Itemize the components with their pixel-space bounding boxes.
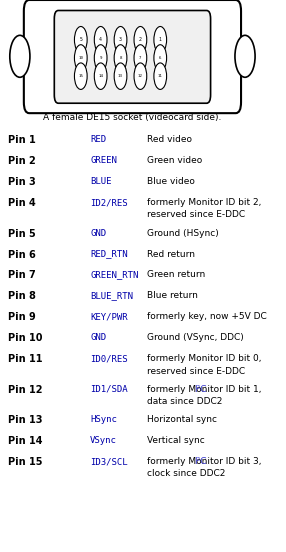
Circle shape [94,26,107,53]
Text: ID0/RES: ID0/RES [90,354,128,363]
Text: I²C: I²C [194,457,206,466]
Circle shape [134,45,147,71]
Circle shape [94,63,107,89]
Text: formerly Monitor ID bit 1,: formerly Monitor ID bit 1, [147,385,261,394]
Text: 13: 13 [118,74,123,78]
Text: 4: 4 [99,37,102,43]
Text: GREEN_RTN: GREEN_RTN [90,270,138,279]
Text: BLUE: BLUE [90,177,112,186]
Text: Red return: Red return [147,250,195,258]
Text: clock since DDC2: clock since DDC2 [147,469,225,478]
Text: 11: 11 [158,74,163,78]
Text: Red video: Red video [147,135,192,144]
Text: ID1/SDA: ID1/SDA [90,385,128,394]
Text: 8: 8 [119,56,122,60]
Text: Ground (VSync, DDC): Ground (VSync, DDC) [147,333,244,342]
Text: reserved since E-DDC: reserved since E-DDC [147,367,245,375]
Text: VSync: VSync [90,436,117,445]
Circle shape [154,45,167,71]
Circle shape [94,45,107,71]
Text: GND: GND [90,229,106,237]
Circle shape [74,63,87,89]
Text: ID3/SCL: ID3/SCL [90,457,128,466]
Text: Blue video: Blue video [147,177,195,186]
Text: reserved since E-DDC: reserved since E-DDC [147,210,245,219]
Text: Pin 14: Pin 14 [8,436,42,446]
Text: BLUE_RTN: BLUE_RTN [90,291,133,300]
Text: Green return: Green return [147,270,205,279]
Circle shape [10,35,30,77]
Text: 10: 10 [78,56,83,60]
Circle shape [134,63,147,89]
Text: GREEN: GREEN [90,156,117,165]
Text: Pin 13: Pin 13 [8,415,42,425]
Circle shape [74,45,87,71]
Text: Green video: Green video [147,156,202,165]
FancyBboxPatch shape [54,10,210,103]
Text: 1: 1 [159,37,162,43]
Text: 12: 12 [138,74,143,78]
Circle shape [154,63,167,89]
Text: HSync: HSync [90,415,117,424]
Text: Pin 7: Pin 7 [8,270,36,280]
Circle shape [74,26,87,53]
Text: Pin 8: Pin 8 [8,291,36,301]
Text: 6: 6 [159,56,162,60]
Circle shape [134,26,147,53]
Text: Blue return: Blue return [147,291,198,300]
Text: 2: 2 [139,37,142,43]
Text: RED_RTN: RED_RTN [90,250,128,258]
Text: I²C: I²C [194,385,206,394]
Text: ID2/RES: ID2/RES [90,198,128,207]
Text: formerly Monitor ID bit 3,: formerly Monitor ID bit 3, [147,457,261,466]
Text: Pin 12: Pin 12 [8,385,42,395]
Circle shape [154,26,167,53]
Text: 14: 14 [98,74,103,78]
Text: Pin 2: Pin 2 [8,156,36,166]
Text: Pin 15: Pin 15 [8,457,42,467]
Text: formerly key, now +5V DC: formerly key, now +5V DC [147,312,267,321]
Text: 3: 3 [119,37,122,43]
Text: Pin 10: Pin 10 [8,333,42,343]
Text: Pin 9: Pin 9 [8,312,36,322]
Text: GND: GND [90,333,106,342]
Circle shape [235,35,255,77]
Text: Pin 1: Pin 1 [8,135,36,145]
Text: formerly Monitor ID bit 0,: formerly Monitor ID bit 0, [147,354,261,363]
Text: Pin 4: Pin 4 [8,198,36,208]
Text: 5: 5 [79,37,82,43]
Text: 9: 9 [100,56,102,60]
Text: data since DDC2: data since DDC2 [147,397,223,406]
Text: 7: 7 [139,56,142,60]
Text: Pin 11: Pin 11 [8,354,42,364]
Circle shape [114,63,127,89]
Text: Pin 3: Pin 3 [8,177,36,187]
Circle shape [114,26,127,53]
Text: KEY/PWR: KEY/PWR [90,312,128,321]
Text: 15: 15 [78,74,83,78]
Text: Ground (HSync): Ground (HSync) [147,229,219,237]
Text: Vertical sync: Vertical sync [147,436,205,445]
FancyBboxPatch shape [24,0,241,113]
Text: A female DE15 socket (videocard side).: A female DE15 socket (videocard side). [43,113,222,122]
Text: Pin 6: Pin 6 [8,250,36,259]
Text: Pin 5: Pin 5 [8,229,36,238]
Text: RED: RED [90,135,106,144]
Text: formerly Monitor ID bit 2,: formerly Monitor ID bit 2, [147,198,261,207]
Text: Horizontal sync: Horizontal sync [147,415,217,424]
Circle shape [114,45,127,71]
